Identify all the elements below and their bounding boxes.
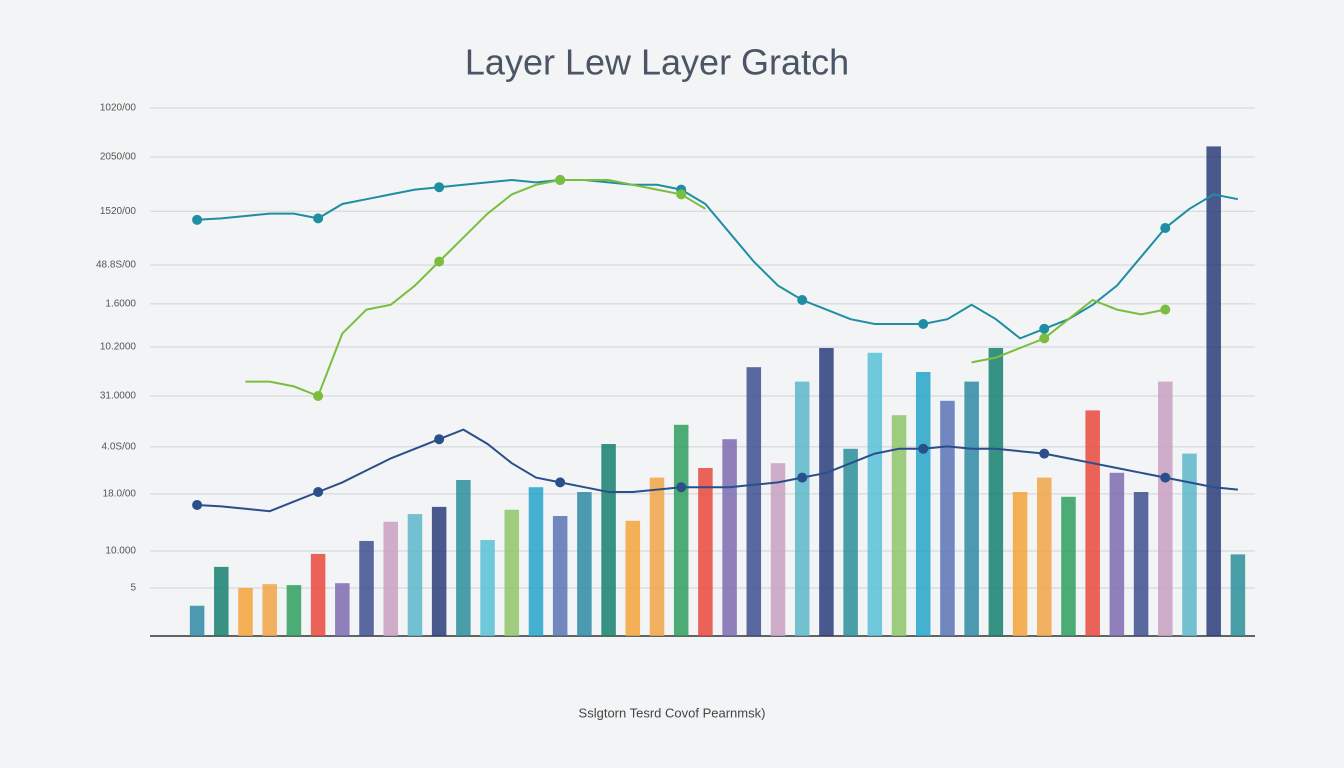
line-point xyxy=(1039,448,1050,459)
bar xyxy=(1085,410,1100,636)
bar xyxy=(794,381,810,636)
bar xyxy=(1012,492,1028,636)
line-point xyxy=(313,487,324,497)
bar xyxy=(1109,472,1125,636)
bar xyxy=(238,588,253,636)
y-tick-label: 4.0S/00 xyxy=(102,442,137,453)
line-point xyxy=(434,256,445,267)
y-tick-label: 10.000 xyxy=(105,546,136,557)
bar xyxy=(383,521,398,636)
bar xyxy=(698,468,713,636)
bar xyxy=(189,605,205,636)
line-point xyxy=(313,213,324,224)
bar xyxy=(262,584,277,636)
bar xyxy=(359,540,374,636)
bar xyxy=(625,520,641,636)
bar xyxy=(891,415,907,636)
y-tick-label: 1.6000 xyxy=(105,298,136,309)
bar xyxy=(335,583,350,636)
bar xyxy=(649,477,665,636)
bar xyxy=(1182,453,1197,636)
bar xyxy=(722,439,737,636)
bar xyxy=(577,492,592,636)
bar xyxy=(940,400,955,636)
line-point xyxy=(797,295,808,305)
line-point xyxy=(676,189,687,200)
line-point xyxy=(1160,472,1171,483)
y-tick-label: 2050/00 xyxy=(100,152,137,163)
y-tick-label: 18.0/00 xyxy=(103,489,137,500)
bar xyxy=(915,372,931,636)
line-point xyxy=(918,443,929,454)
bar xyxy=(673,424,689,636)
bar xyxy=(1158,381,1173,636)
bar xyxy=(964,381,979,636)
bar xyxy=(407,514,423,636)
y-tick-label: 1020/00 xyxy=(100,103,137,114)
line-point xyxy=(1160,223,1171,233)
y-tick-label: 1520/00 xyxy=(100,206,137,217)
line-point xyxy=(555,175,566,185)
bar xyxy=(310,553,326,636)
y-tick-label: 5 xyxy=(130,583,136,594)
line-point xyxy=(1039,323,1050,334)
bar xyxy=(746,367,762,636)
bar xyxy=(601,444,616,636)
line-point xyxy=(192,499,203,510)
bar xyxy=(480,540,495,636)
y-tick-label: 48.8S/00 xyxy=(96,260,136,271)
bar xyxy=(1230,554,1246,636)
y-tick-label: 31.0000 xyxy=(100,391,137,402)
bar xyxy=(1206,146,1221,636)
bar xyxy=(1133,492,1149,636)
line xyxy=(197,178,1239,340)
bar xyxy=(1037,477,1052,636)
x-axis-label: Sslgtorn Tesrd Covof Pearnmsk) xyxy=(579,705,766,720)
line xyxy=(245,179,1166,398)
bar xyxy=(504,509,520,636)
bar xyxy=(843,448,858,636)
line-point xyxy=(434,434,445,445)
line-point xyxy=(797,472,808,483)
bar xyxy=(431,506,447,636)
line-point xyxy=(192,214,203,225)
line-point xyxy=(918,319,929,329)
line xyxy=(197,428,1238,513)
bar xyxy=(867,352,883,636)
bar xyxy=(528,487,544,636)
bar xyxy=(770,463,786,636)
line-point xyxy=(555,477,566,488)
bar xyxy=(456,480,471,636)
bar xyxy=(552,516,568,636)
line-point xyxy=(1039,333,1050,344)
bar xyxy=(1061,496,1076,636)
bar xyxy=(286,585,302,636)
line-point xyxy=(676,482,687,493)
y-tick-label: 10.2000 xyxy=(100,342,137,353)
line-point xyxy=(434,182,445,193)
bar xyxy=(988,348,1004,636)
bar xyxy=(819,348,834,636)
bar xyxy=(214,566,229,636)
line-point xyxy=(313,391,324,401)
chart-title: Layer Lew Layer Gratch xyxy=(465,42,849,83)
line-point xyxy=(1160,304,1171,315)
